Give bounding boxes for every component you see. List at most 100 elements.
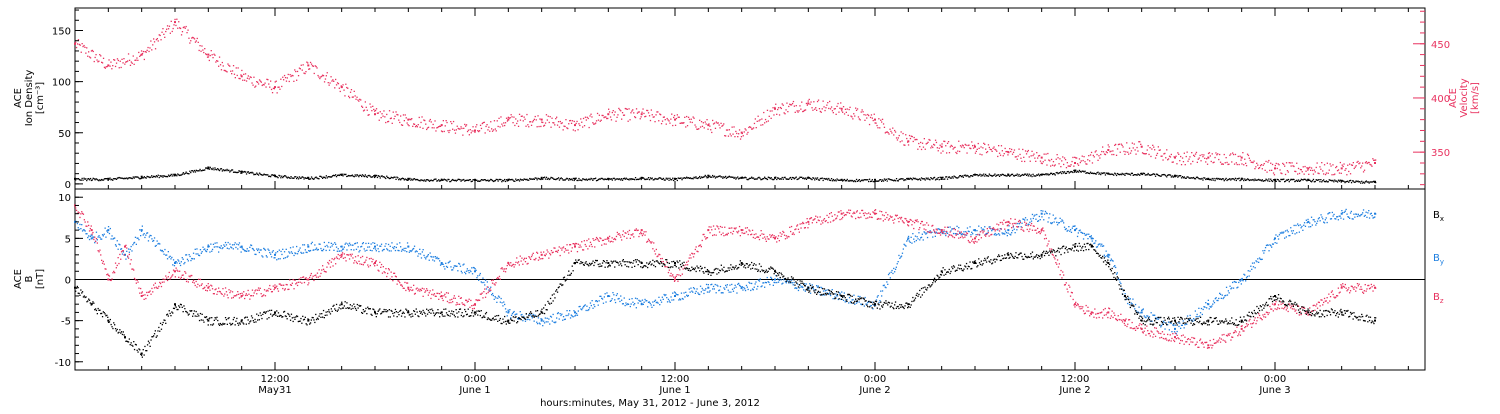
by-series-sample	[671, 299, 672, 300]
by-series-sample	[1035, 219, 1036, 220]
velocity-series-sample	[579, 125, 580, 126]
by-series-sample	[913, 239, 914, 240]
velocity-series-sample	[455, 133, 456, 134]
velocity-series-sample	[704, 127, 705, 128]
bz-series-sample	[137, 280, 138, 281]
by-series-sample	[696, 288, 697, 289]
by-series-sample	[729, 285, 730, 286]
velocity-series-sample	[1028, 150, 1029, 151]
velocity-series-sample	[1212, 153, 1213, 154]
by-series-sample	[406, 251, 407, 252]
density-series-sample	[397, 177, 398, 178]
velocity-series-sample	[102, 62, 103, 63]
bz-series-sample	[306, 277, 307, 278]
velocity-series-sample	[556, 117, 557, 118]
by-series-sample	[1183, 320, 1184, 321]
by-series-sample	[1302, 230, 1303, 231]
velocity-series-sample	[316, 67, 317, 68]
bz-series-sample	[493, 280, 494, 281]
density-series-sample	[1084, 171, 1085, 172]
velocity-series-sample	[973, 148, 974, 149]
by-series-sample	[1027, 219, 1028, 220]
velocity-series-sample	[767, 110, 768, 111]
by-series-sample	[229, 244, 230, 245]
bz-series-sample	[397, 284, 398, 285]
by-series-sample	[902, 253, 903, 254]
density-series-sample	[938, 177, 939, 178]
velocity-series-sample	[208, 56, 209, 57]
velocity-series-sample	[860, 119, 861, 120]
density-series-sample	[912, 179, 913, 180]
velocity-series-sample	[269, 87, 270, 88]
velocity-series-sample	[1003, 155, 1004, 156]
density-series-sample	[75, 179, 76, 180]
by-series-sample	[1284, 238, 1285, 239]
velocity-series-sample	[403, 114, 404, 115]
velocity-series-sample	[839, 108, 840, 109]
bz-series-sample	[319, 276, 320, 277]
velocity-series-sample	[510, 117, 511, 118]
bz-series-sample	[434, 293, 435, 294]
by-series-sample	[709, 290, 710, 291]
velocity-series-sample	[584, 125, 585, 126]
by-series-sample	[220, 247, 221, 248]
by-series-sample	[683, 299, 684, 300]
velocity-series-sample	[217, 61, 218, 62]
velocity-series-sample	[433, 127, 434, 128]
density-series-sample	[365, 174, 366, 175]
by-series-sample	[731, 284, 732, 285]
velocity-series-sample	[489, 131, 490, 132]
velocity-series-sample	[950, 146, 951, 147]
velocity-series-sample	[238, 67, 239, 68]
velocity-series-sample	[755, 118, 756, 119]
bz-series-point	[91, 229, 93, 231]
density-series-sample	[504, 179, 505, 180]
velocity-series-point	[174, 21, 176, 23]
by-series-sample	[1229, 286, 1230, 287]
density-series-sample	[281, 176, 282, 177]
by-series-sample	[655, 300, 656, 301]
by-series-sample	[711, 284, 712, 285]
density-series-sample	[1184, 176, 1185, 177]
density-series-sample	[757, 178, 758, 179]
by-series-sample	[1293, 230, 1294, 231]
density-series-sample	[107, 178, 108, 179]
by-series-sample	[1117, 272, 1118, 273]
bz-series-sample	[310, 275, 311, 276]
bz-series-sample	[308, 282, 309, 283]
by-series-sample	[590, 302, 591, 303]
bz-series-sample	[489, 288, 490, 289]
velocity-series-sample	[535, 116, 536, 117]
velocity-series-sample	[1298, 168, 1299, 169]
by-series-sample	[482, 278, 483, 279]
density-series-sample	[159, 177, 160, 178]
by-series-sample	[1164, 322, 1165, 323]
by-series-sample	[755, 283, 756, 284]
bz-series-sample	[448, 293, 449, 294]
density-series-sample	[1055, 174, 1056, 175]
by-series-sample	[950, 230, 951, 231]
by-series-sample	[1184, 327, 1185, 328]
by-series-sample	[544, 322, 545, 323]
bz-series-sample	[508, 262, 509, 263]
velocity-series-sample	[1366, 161, 1367, 162]
by-series-sample	[1248, 270, 1249, 271]
by-series-sample	[453, 267, 454, 268]
bz-series-sample	[272, 291, 273, 292]
velocity-series-sample	[1341, 173, 1342, 174]
by-series-sample	[743, 287, 744, 288]
velocity-series-sample	[1293, 166, 1294, 167]
velocity-series-sample	[398, 120, 399, 121]
by-series-sample	[1353, 214, 1354, 215]
velocity-series-sample	[765, 119, 766, 120]
by-series-sample	[98, 235, 99, 236]
bz-series-sample	[483, 291, 484, 292]
by-series-sample	[1042, 210, 1043, 211]
by-series-sample	[803, 289, 804, 290]
velocity-series-sample	[492, 131, 493, 132]
by-series-sample	[1291, 230, 1292, 231]
velocity-series-sample	[378, 112, 379, 113]
by-series-sample	[1257, 258, 1258, 259]
velocity-series-sample	[558, 121, 559, 122]
by-series-sample	[703, 293, 704, 294]
